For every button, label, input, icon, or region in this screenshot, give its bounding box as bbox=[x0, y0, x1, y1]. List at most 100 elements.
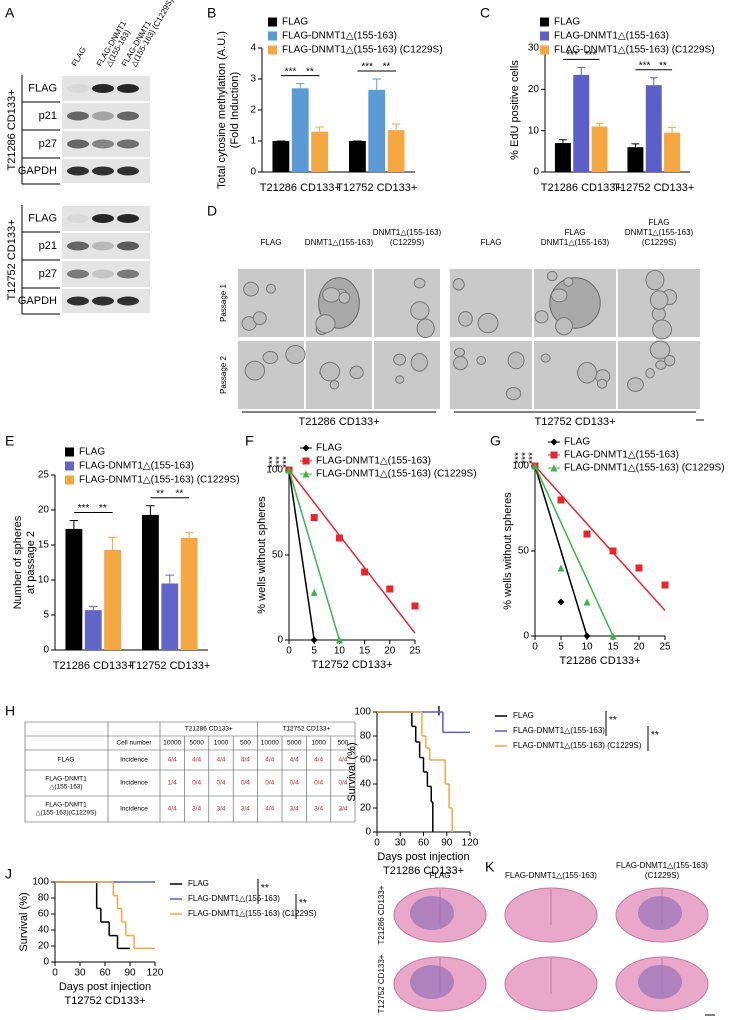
column-label: (C1229S) bbox=[645, 871, 680, 880]
x-tick-label: 120 bbox=[462, 838, 479, 849]
legend-label: FLAG-DNMT1△(155-163) bbox=[188, 894, 280, 903]
table-cell: 0/4 bbox=[338, 780, 347, 787]
sphere bbox=[555, 317, 573, 336]
legend-label: FLAG bbox=[282, 17, 308, 28]
significance-label: ** bbox=[609, 715, 617, 726]
legend-swatch bbox=[540, 45, 549, 55]
bar bbox=[645, 85, 662, 172]
y-tick-label: 20 bbox=[528, 84, 540, 95]
sphere bbox=[285, 345, 306, 365]
x-tick-label: T21286 CD133+ bbox=[260, 182, 341, 194]
sphere bbox=[319, 361, 341, 382]
y-tick-label: 80 bbox=[38, 893, 50, 904]
row-label: GAPDH bbox=[18, 165, 57, 177]
sphere bbox=[596, 378, 608, 389]
significance-label: ** bbox=[383, 62, 391, 73]
row-label: FLAG bbox=[28, 212, 57, 224]
x-tick-label: 5 bbox=[311, 646, 317, 657]
subtitle: T21286 CD133+ bbox=[383, 865, 464, 877]
table-cell: 4/4 bbox=[314, 757, 323, 764]
table-cell: 3/4 bbox=[314, 806, 323, 813]
x-tick-label: 60 bbox=[99, 968, 111, 979]
x-tick-label: 20 bbox=[384, 646, 396, 657]
sphere bbox=[413, 277, 426, 289]
bar bbox=[104, 549, 122, 650]
sphere bbox=[645, 269, 665, 291]
error-bar bbox=[69, 520, 79, 529]
point bbox=[531, 462, 539, 470]
bar bbox=[348, 141, 366, 172]
significance-label: ** bbox=[306, 66, 314, 77]
y-tick-label: 40 bbox=[38, 925, 50, 936]
band bbox=[67, 214, 89, 223]
group-label: T21286 CD133+ bbox=[298, 416, 379, 428]
column-label: FLAG bbox=[649, 218, 670, 227]
legend-label: FLAG bbox=[554, 17, 580, 28]
point bbox=[583, 632, 591, 640]
error-bar bbox=[649, 77, 658, 86]
sphere bbox=[322, 287, 341, 303]
bar bbox=[291, 88, 309, 172]
band bbox=[117, 214, 139, 223]
y-tick-label: 50 bbox=[272, 550, 284, 561]
y-tick-label: 80 bbox=[360, 731, 372, 742]
bar bbox=[627, 147, 644, 172]
point bbox=[609, 547, 617, 555]
significance-label: ** bbox=[99, 503, 107, 514]
error-bar bbox=[296, 83, 305, 89]
table-cell: 4/4 bbox=[216, 757, 225, 764]
y-tick-label: 10 bbox=[528, 125, 540, 136]
sphere bbox=[454, 347, 466, 357]
band bbox=[117, 139, 139, 149]
row-label: T12752 CD133+ bbox=[377, 954, 386, 1013]
tumor bbox=[410, 965, 454, 999]
significance-label: *** bbox=[514, 452, 525, 464]
row-name: △(155-163)(C1229S) bbox=[35, 810, 96, 817]
band bbox=[92, 296, 114, 306]
bar bbox=[554, 143, 571, 172]
y-axis-label: Survival (%) bbox=[18, 892, 30, 951]
significance-label: *** bbox=[268, 456, 279, 468]
panel-label: B bbox=[207, 5, 216, 21]
column-label: FLAG bbox=[481, 238, 502, 247]
band bbox=[92, 269, 114, 279]
fit-line bbox=[534, 465, 614, 637]
significance-label: *** bbox=[285, 66, 297, 77]
y-tick-label: 10 bbox=[38, 575, 50, 586]
row-measure: Incidence bbox=[120, 757, 148, 764]
legend-label: FLAG-DNMT1△(155-163) (C1229S) bbox=[554, 45, 715, 56]
table-cell: 4/4 bbox=[290, 757, 299, 764]
tumor bbox=[638, 965, 682, 999]
sphere bbox=[265, 283, 276, 294]
sphere bbox=[540, 353, 551, 363]
error-bar bbox=[89, 606, 98, 611]
sphere bbox=[395, 375, 405, 384]
x-tick-label: 90 bbox=[124, 968, 136, 979]
row-label: Passage 2 bbox=[219, 356, 228, 394]
sphere bbox=[244, 360, 266, 381]
table-cell: 0/4 bbox=[314, 780, 323, 787]
legend-label: FLAG bbox=[316, 443, 342, 454]
band bbox=[92, 166, 114, 176]
table-cell: 0/4 bbox=[216, 780, 225, 787]
legend-swatch bbox=[65, 447, 74, 457]
significance-label: *** bbox=[585, 50, 597, 61]
legend-label: FLAG-DNMT1△(155-163) (C1229S) bbox=[188, 909, 317, 918]
bar bbox=[65, 528, 83, 650]
sphere bbox=[627, 377, 644, 392]
row-label: p27 bbox=[39, 268, 57, 280]
y-tick-label: 0 bbox=[43, 645, 49, 656]
point bbox=[335, 534, 343, 542]
panel-label: K bbox=[485, 859, 495, 875]
error-bar bbox=[315, 126, 324, 132]
sphere bbox=[393, 353, 407, 366]
x-tick-label: 10 bbox=[581, 642, 593, 653]
point bbox=[335, 636, 343, 644]
legend-marker bbox=[302, 470, 310, 478]
y-tick-label: 100 bbox=[32, 877, 49, 888]
error-bar bbox=[372, 78, 381, 90]
point bbox=[583, 530, 591, 538]
sphere bbox=[416, 318, 435, 339]
y-tick-label: 40 bbox=[360, 779, 372, 790]
